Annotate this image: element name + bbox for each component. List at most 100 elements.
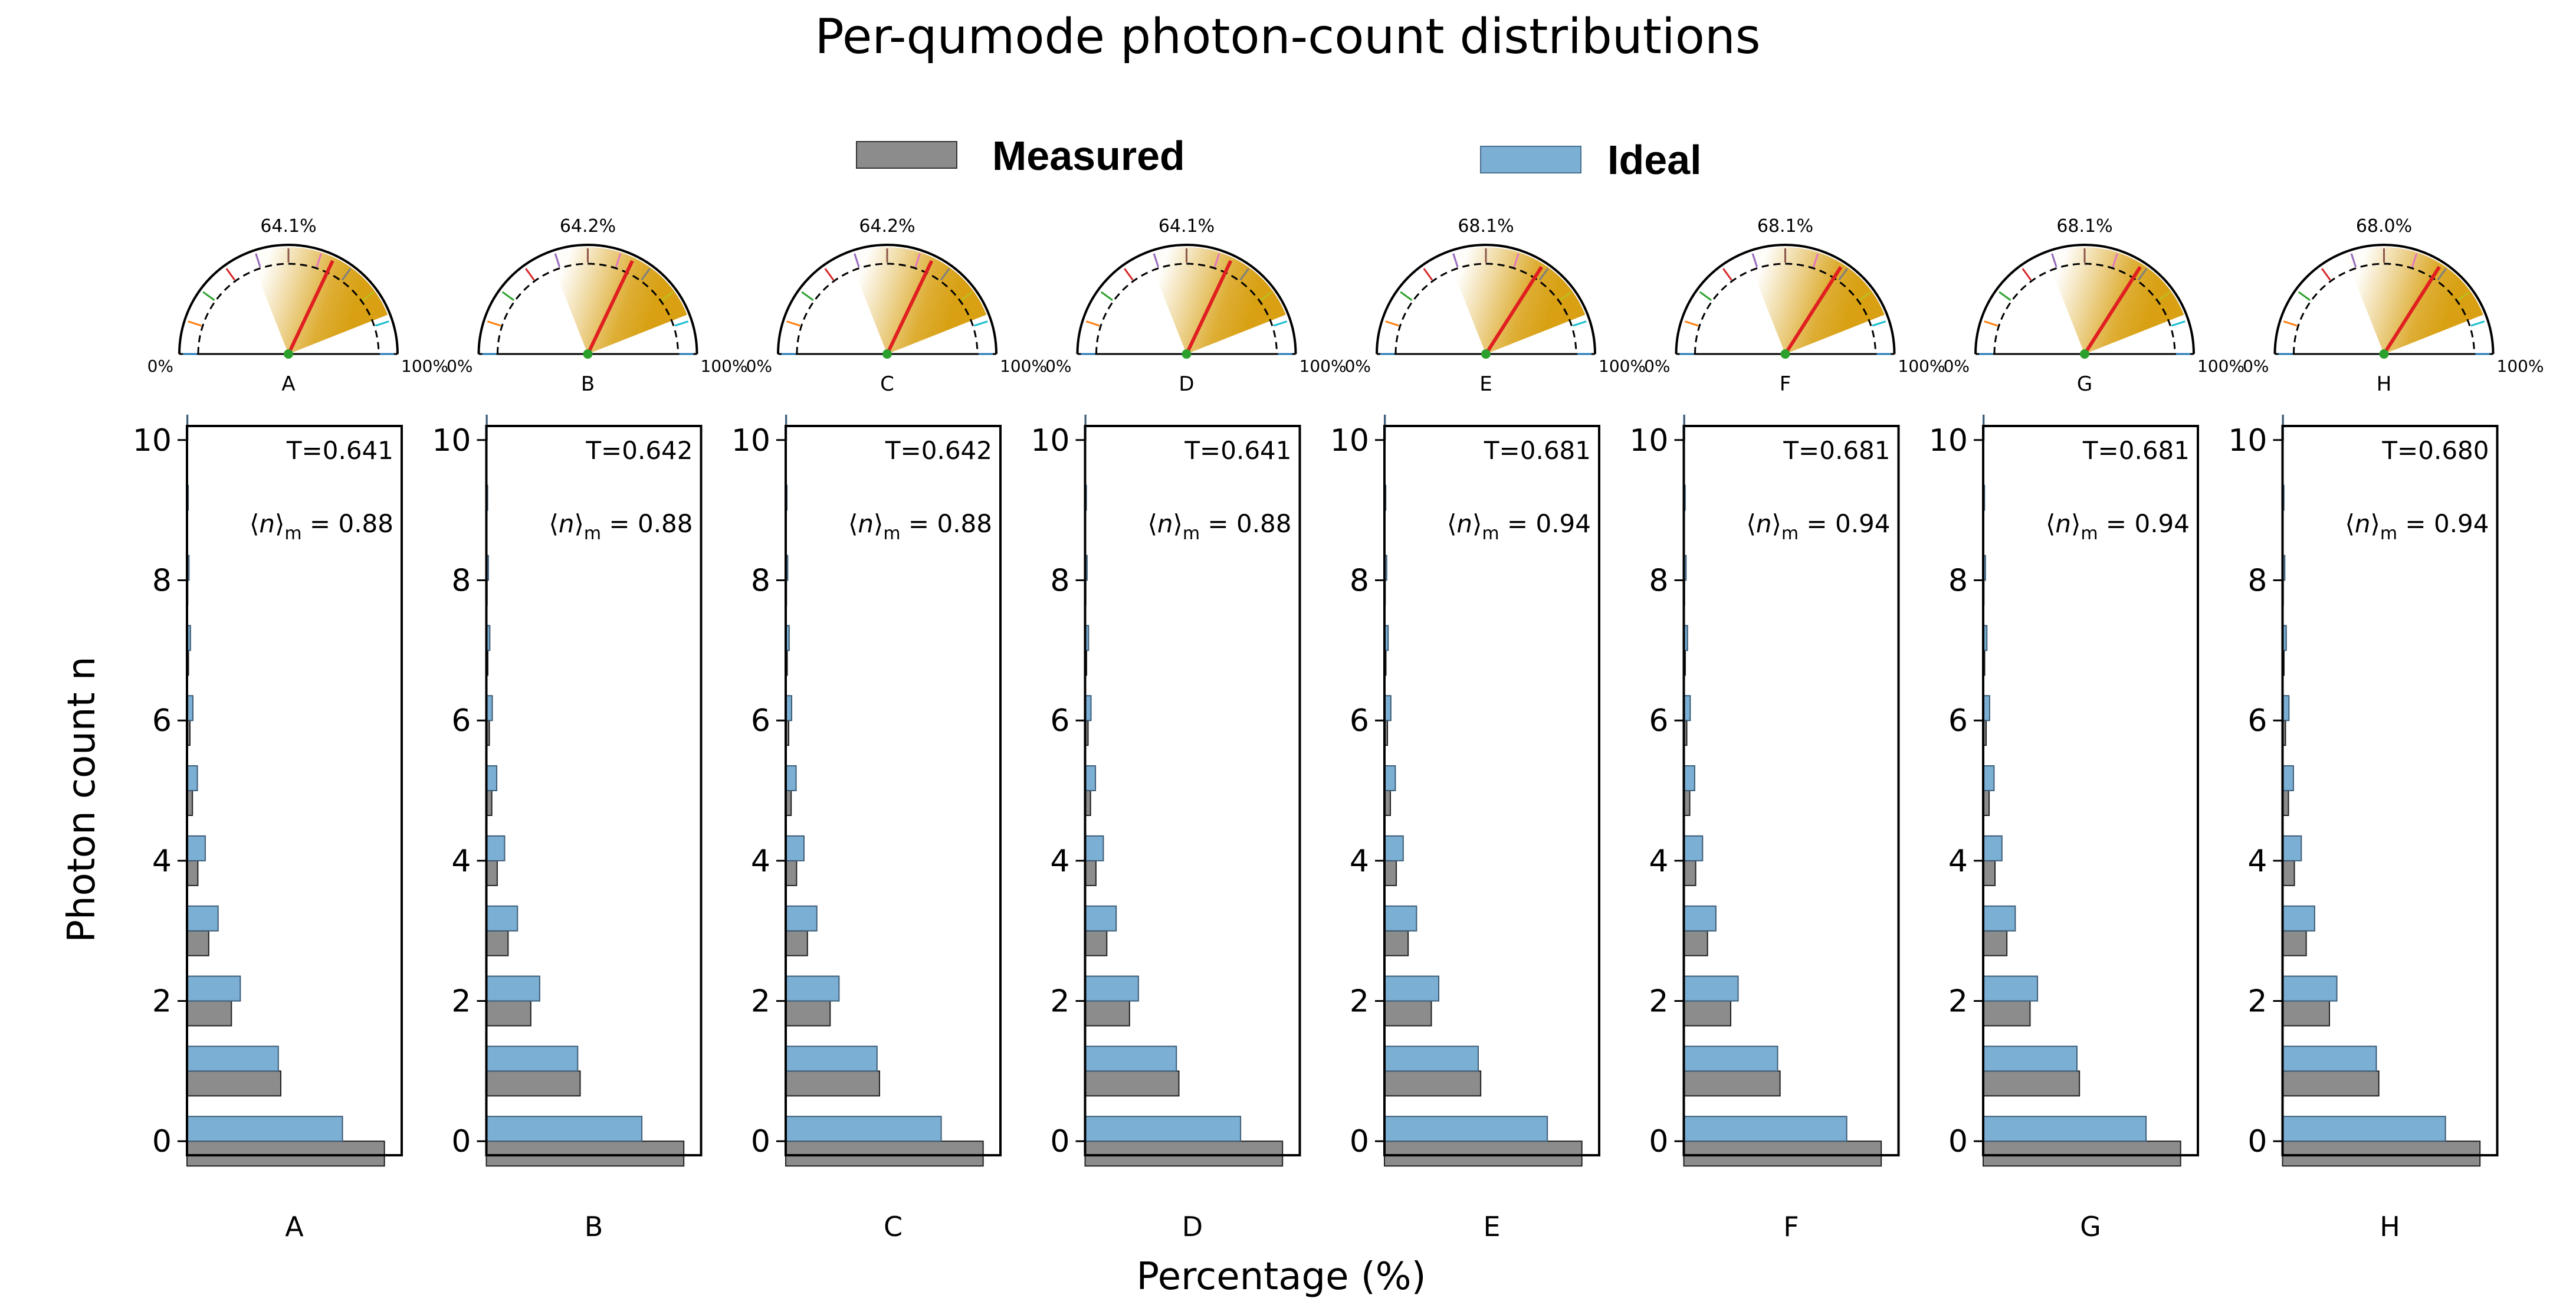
- gauge-fill: [1446, 247, 1586, 354]
- bar-ideal-n1: [1683, 1045, 1778, 1072]
- gauge-outer-arc: [777, 244, 997, 355]
- bar-measured-n0: [1084, 1140, 1284, 1167]
- bar-measured-n0: [785, 1140, 984, 1167]
- gauge-tick: [1572, 320, 1587, 327]
- gauge-tick: [2171, 320, 2186, 327]
- panel-x-label: B: [585, 1211, 603, 1243]
- gauge-pivot: [583, 349, 593, 359]
- bar-measured-n0: [485, 1140, 685, 1167]
- gauge-outer-arc: [2273, 244, 2495, 355]
- gauge-tick: [2051, 253, 2057, 268]
- gauge-max-label: 100%: [1898, 356, 1945, 376]
- gauge-tick: [1385, 320, 1400, 327]
- bar-ideal-n4: [1384, 835, 1404, 861]
- gauge-tick: [188, 320, 202, 327]
- gauge-outer-arc: [477, 244, 698, 355]
- gauge-tick: [2321, 268, 2331, 281]
- bar-axes: 0 2 4 6 8 10 T=0.641 ⟨n⟩m = 0.88 A: [133, 414, 403, 1243]
- gauge-outer-arc: [1376, 244, 1596, 355]
- mean-n-annotation: ⟨n⟩m = 0.88: [848, 509, 992, 544]
- y-tick-label: 10: [1330, 423, 1369, 458]
- gauge-needle: [885, 260, 934, 355]
- axes-frame: [1084, 425, 1301, 1156]
- bar-measured-n4: [1384, 860, 1397, 886]
- y-tick-label: 8: [1050, 563, 1069, 598]
- y-tick-label: 6: [152, 703, 172, 739]
- bar-ideal-n5: [186, 765, 198, 791]
- gauge-value-label: 68.0%: [2356, 216, 2412, 237]
- bar-ideal-n2: [1384, 975, 1440, 1002]
- y-tick-label: 4: [152, 844, 172, 879]
- mean-n-annotation: ⟨n⟩m = 0.94: [2345, 509, 2489, 544]
- gauge-pivot: [2379, 349, 2389, 359]
- y-tick-label: 0: [1350, 1124, 1369, 1159]
- gauge-tick: [362, 291, 375, 301]
- mean-n-annotation: ⟨n⟩m = 0.94: [1447, 509, 1591, 544]
- gauge-tick: [2437, 268, 2447, 281]
- gauge: 68.1% 0% 100% E: [1345, 216, 1646, 396]
- gauge-max-label: 100%: [401, 356, 448, 376]
- gauge-tick: [641, 268, 651, 281]
- legend-ideal-swatch: [1480, 146, 1581, 173]
- bar-measured-n0: [1983, 1140, 2181, 1167]
- y-tick-label: 2: [1948, 984, 1968, 1020]
- gauge-inner-arc: [1993, 263, 2176, 355]
- bar-measured-n1: [1384, 1070, 1482, 1097]
- gauge-tick: [2022, 268, 2032, 281]
- y-tick-label: 4: [451, 844, 471, 879]
- bar-ideal-n0: [1084, 1116, 1242, 1142]
- bar-ideal-n4: [785, 835, 805, 861]
- axes-frame: [485, 425, 703, 1156]
- gauge-fill: [2045, 247, 2184, 354]
- bar-ideal-n3: [785, 905, 818, 932]
- bar-ideal-n0: [2282, 1116, 2446, 1142]
- legend: Measured Ideal: [856, 133, 1702, 183]
- gauge-min-label: 0%: [447, 356, 472, 376]
- bar-ideal-n5: [785, 765, 797, 791]
- y-tick-label: 10: [731, 423, 770, 458]
- gauge-tick: [2298, 291, 2311, 301]
- bar-ideal-n2: [1983, 975, 2039, 1002]
- bar-measured-n3: [2282, 930, 2307, 956]
- gauge-max-label: 100%: [701, 356, 748, 376]
- gauge-inner-arc: [1694, 263, 1876, 355]
- bar-ideal-n1: [2282, 1045, 2377, 1072]
- gauge-tick: [1999, 291, 2011, 301]
- bar-ideal-n5: [1683, 765, 1695, 791]
- gauge: 64.2% 0% 100% B: [447, 216, 747, 396]
- gauge-tick: [316, 253, 322, 268]
- gauge-tick: [1684, 320, 1699, 327]
- bar-measured-n4: [485, 860, 498, 886]
- bar-measured-n3: [785, 930, 808, 956]
- legend-measured-label: Measured: [992, 133, 1185, 179]
- gauge-qumode-label: H: [2377, 372, 2392, 396]
- gauge: 64.2% 0% 100% C: [746, 216, 1047, 396]
- gauge-tick: [487, 320, 501, 327]
- gauge-tick: [1273, 320, 1288, 327]
- gauge-tick: [1538, 268, 1549, 281]
- gauge-needle: [1484, 266, 1543, 355]
- y-tick-label: 6: [451, 703, 471, 739]
- bar-ideal-n5: [1084, 765, 1097, 791]
- bar-ideal-n3: [1384, 905, 1417, 932]
- bar-ideal-n1: [785, 1045, 878, 1072]
- y-tick-label: 10: [432, 423, 471, 458]
- gauge-inner-arc: [497, 263, 679, 355]
- gauge-tick: [2411, 253, 2418, 268]
- gauge-qumode-label: B: [581, 372, 595, 396]
- y-tick-label: 6: [1050, 703, 1069, 739]
- bar-ideal-n2: [186, 975, 241, 1002]
- gauge-min-label: 0%: [147, 356, 173, 376]
- gauge-pivot: [882, 349, 892, 359]
- gauge-pivot: [1182, 349, 1192, 359]
- y-tick-label: 6: [1350, 703, 1369, 739]
- gauge-tick: [2112, 253, 2118, 268]
- bar-ideal-n1: [1384, 1045, 1479, 1072]
- gauge-max-label: 100%: [1300, 356, 1347, 376]
- gauge-value-label: 64.2%: [560, 216, 616, 237]
- bar-measured-n2: [1983, 1000, 2031, 1027]
- gauge-tick: [1699, 291, 1712, 301]
- mean-n-value: 0.88: [937, 509, 992, 538]
- y-tick-label: 4: [1649, 844, 1668, 879]
- panel-x-label: A: [285, 1211, 304, 1243]
